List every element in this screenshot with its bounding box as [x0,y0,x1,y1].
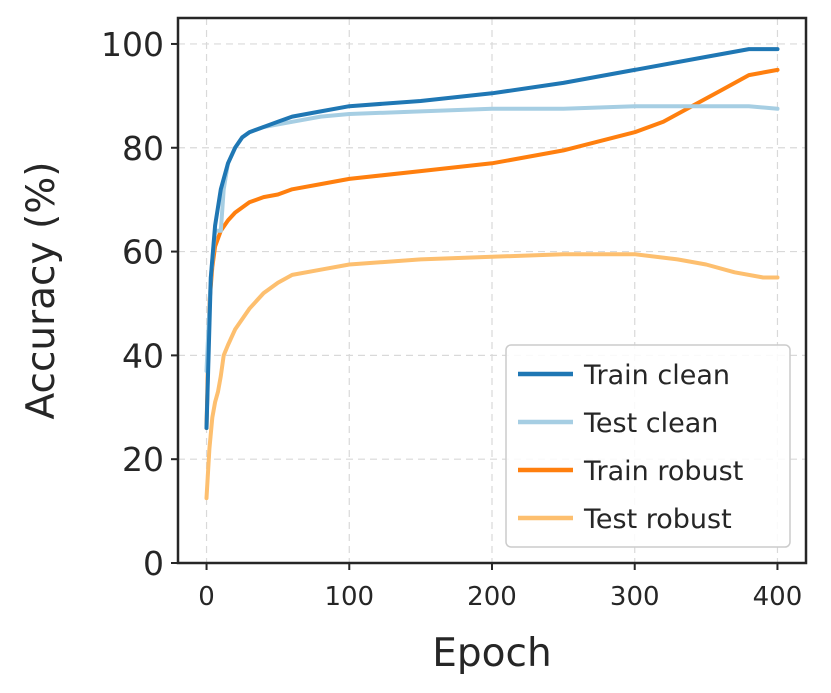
y-tick-label: 0 [143,544,164,583]
series-lines [204,47,780,501]
legend-label: Test clean [583,408,718,439]
legend: Train clean Test clean Train robust Test ro… [505,344,791,548]
legend-label: Train clean [583,360,730,391]
legend-box [505,344,791,548]
series-line-test-robust [204,252,780,501]
x-tick-label: 400 [753,582,803,612]
x-tick-label: 0 [198,582,215,612]
series-line-train-robust [204,67,780,430]
x-axis-label: Epoch [432,631,551,676]
legend-label: Train robust [583,456,743,487]
y-tick-label: 40 [122,336,164,375]
y-tick-label: 100 [101,25,164,64]
y-axis-label: Accuracy (%) [19,162,64,420]
y-tick-label: 20 [122,440,164,479]
x-tick-label: 200 [467,582,517,612]
x-tick-label: 300 [610,582,660,612]
y-tick-label: 80 [122,129,164,168]
axis-ticks: 0 100 200 300 400 0 20 40 60 80 100 [101,25,802,612]
y-tick-label: 60 [122,233,164,272]
x-tick-label: 100 [324,582,374,612]
series-line-test-clean [204,104,780,373]
legend-label: Test robust [583,504,732,535]
series-line-train-clean [204,47,780,430]
